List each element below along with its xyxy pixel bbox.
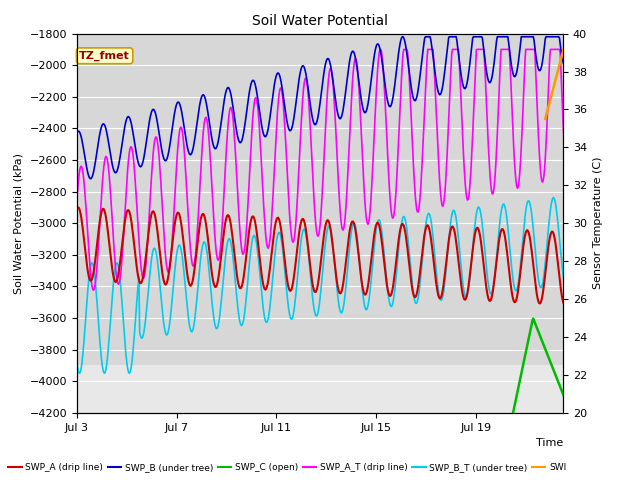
Y-axis label: Soil Water Potential (kPa): Soil Water Potential (kPa) bbox=[14, 153, 24, 294]
Bar bbox=[77, 34, 563, 365]
Legend: SWP_A (drip line), SWP_B (under tree), SWP_C (open), SWP_A_T (drip line), SWP_B_: SWP_A (drip line), SWP_B (under tree), S… bbox=[4, 459, 570, 476]
Title: Soil Water Potential: Soil Water Potential bbox=[252, 14, 388, 28]
X-axis label: Time: Time bbox=[536, 438, 563, 448]
Y-axis label: Sensor Temperature (C): Sensor Temperature (C) bbox=[593, 157, 603, 289]
Text: TZ_fmet: TZ_fmet bbox=[79, 51, 130, 61]
